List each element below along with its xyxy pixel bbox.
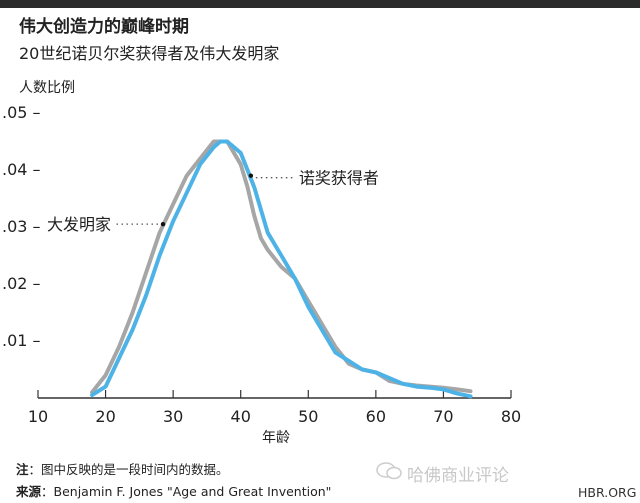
annotation-dot [248,173,254,178]
source-label: 来源 [16,484,42,499]
source-line: 来源：Benjamin F. Jones "Age and Great Inve… [16,481,331,500]
x-tick-label: 40 [231,407,251,426]
y-tick-label: .03 – [2,217,41,236]
source-text: ：Benjamin F. Jones "Age and Great Invent… [41,484,332,499]
x-axis-label: 年龄 [262,430,290,446]
note-label: 注 [16,462,29,477]
y-tick-label: .01 – [2,331,41,350]
x-tick-label: 10 [28,407,48,426]
x-tick-label: 20 [95,407,115,426]
y-axis-label: 人数比例 [19,80,75,96]
x-tick-label: 50 [298,407,318,426]
note-text: ：图中反映的是一段时间内的数据。 [28,462,229,477]
chart-title: 伟大创造力的巅峰时期 [19,17,189,37]
top-bar [0,0,640,8]
site-label: HBR.ORG [578,485,637,500]
x-tick-label: 30 [163,407,183,426]
y-tick-label: .05 – [2,103,41,122]
annotation-label-inventors: 大发明家 [47,215,111,234]
watermark-text: 哈佛商业评论 [407,466,509,486]
chart-subtitle: 20世纪诺贝尔奖获得者及伟大发明家 [19,44,280,63]
y-tick-label: .02 – [2,274,41,293]
watermark: 哈佛商业评论 [375,460,509,487]
footnote: 注：图中反映的是一段时间内的数据。 [16,459,229,478]
series-line-nobel [90,139,473,399]
x-tick-label: 60 [366,407,386,426]
wechat-icon [375,460,403,487]
x-tick-label: 70 [433,407,453,426]
annotation-label-nobel: 诺奖获得者 [299,169,379,188]
annotation-dot [160,221,166,227]
y-tick-label: .04 – [2,160,41,179]
x-tick-label: 80 [501,407,521,426]
series-line-inventors [90,139,473,395]
